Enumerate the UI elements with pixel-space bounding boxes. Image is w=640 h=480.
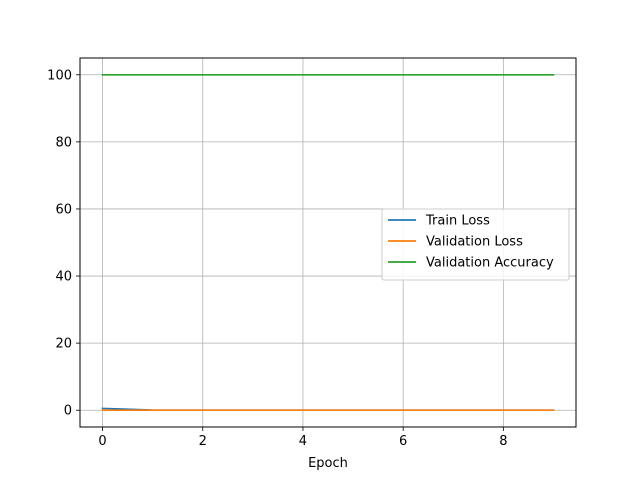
x-tick-label: 2 — [199, 434, 207, 449]
series-lines — [101, 73, 555, 411]
legend-label-validation-loss: Validation Loss — [426, 235, 523, 250]
x-axis-label: Epoch — [308, 456, 348, 471]
x-axis-ticks: 0 2 4 6 8 — [98, 427, 507, 449]
x-tick-label: 0 — [98, 434, 106, 449]
legend-label-validation-accuracy: Validation Accuracy — [426, 256, 554, 271]
x-tick-label: 8 — [499, 434, 507, 449]
y-tick-label: 0 — [64, 404, 72, 419]
y-tick-label: 40 — [55, 270, 72, 285]
y-tick-label: 80 — [55, 135, 72, 150]
y-axis-ticks: 0 20 40 60 80 100 — [47, 68, 80, 419]
legend-label-train-loss: Train Loss — [425, 214, 490, 229]
legend-box — [381, 208, 570, 281]
x-tick-label: 4 — [299, 434, 307, 449]
plot-frame — [79, 57, 577, 428]
legend: Train Loss Validation Loss Validation Accu… — [381, 208, 570, 281]
y-tick-label: 100 — [47, 68, 72, 83]
y-tick-label: 60 — [55, 202, 72, 217]
x-tick-label: 6 — [399, 434, 407, 449]
y-tick-label: 20 — [55, 337, 72, 352]
